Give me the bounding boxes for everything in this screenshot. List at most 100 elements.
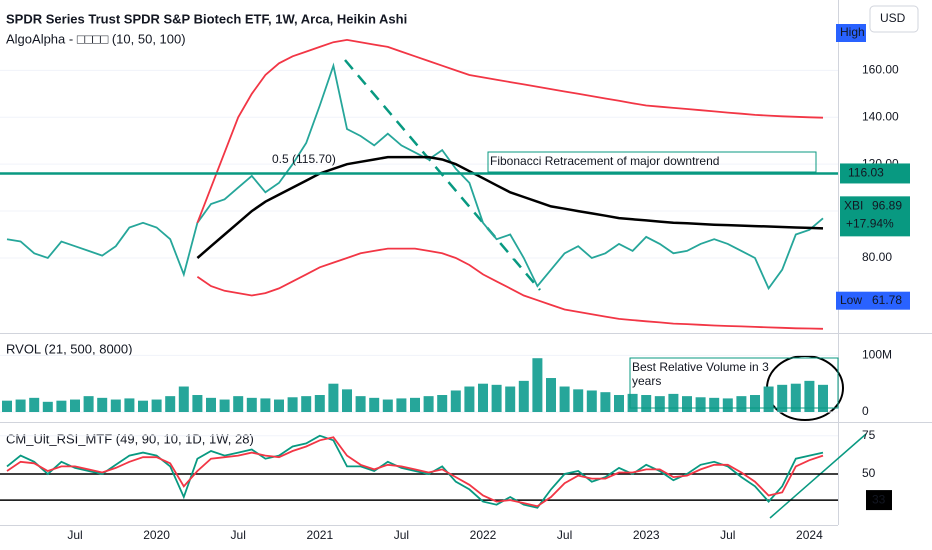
volume-bar	[301, 396, 312, 412]
volume-bar	[532, 358, 543, 412]
y-tick-label: 140.00	[862, 109, 899, 123]
volume-bar	[423, 396, 434, 412]
volume-bar	[505, 386, 516, 412]
volume-bar	[178, 386, 189, 412]
level-label: 116.03	[848, 166, 884, 180]
y-tick-label: 80.00	[862, 250, 892, 264]
volume-bar	[790, 383, 801, 412]
symbol-label: XBI	[844, 199, 863, 213]
y-tick-label: 100M	[862, 348, 892, 362]
volume-bar	[246, 397, 257, 412]
series-line	[6, 434, 824, 509]
volume-bar	[355, 396, 366, 412]
volume-bar	[369, 397, 380, 412]
volume-bar	[600, 392, 611, 412]
low-value: 61.78	[872, 293, 902, 307]
x-tick-label: 2023	[633, 528, 660, 542]
volume-bar	[518, 380, 529, 412]
fib-note: Fibonacci Retracement of major downtrend	[490, 154, 719, 168]
volume-bar	[654, 396, 665, 412]
volume-bar	[750, 395, 760, 412]
y-tick-label: 50	[862, 466, 876, 480]
volume-bar	[586, 390, 597, 412]
volume-bar	[219, 399, 230, 412]
chart-title: SPDR Series Trust SPDR S&P Biotech ETF, …	[6, 11, 407, 26]
volume-note-text: Best Relative Volume in 3 years	[632, 360, 769, 388]
series-line	[196, 38, 824, 224]
volume-bar	[274, 399, 284, 412]
last-price-box	[840, 196, 910, 237]
volume-bar	[260, 398, 271, 412]
volume-bar	[777, 384, 788, 412]
currency-button[interactable]	[869, 5, 919, 33]
series-line	[6, 62, 824, 291]
high-label: High	[840, 25, 865, 39]
x-tick-label: Jul	[231, 528, 246, 542]
y-tick-label: 75	[862, 428, 876, 442]
volume-bar	[206, 397, 216, 412]
volume-bar	[42, 401, 53, 412]
volume-bar	[491, 384, 502, 412]
volume-bar	[573, 389, 584, 412]
volume-bar	[151, 399, 162, 412]
volume-bar	[722, 398, 733, 412]
volume-bar	[804, 380, 815, 412]
volume-note-box	[629, 357, 839, 409]
volume-bar	[709, 397, 720, 412]
x-tick-label: Jul	[557, 528, 572, 542]
rsi-trendline	[769, 433, 867, 519]
volume-bar	[287, 397, 298, 412]
fib-box	[487, 151, 817, 173]
volume-bar	[614, 395, 624, 412]
series-line	[196, 155, 824, 259]
volume-bar	[2, 400, 12, 412]
volume-bar	[464, 386, 475, 412]
volume-bar	[165, 396, 176, 412]
indicator-title: AlgoAlpha - □□□□ (10, 50, 100)	[6, 31, 186, 46]
volume-title: RVOL (21, 500, 8000)	[6, 341, 132, 356]
currency-label: USD	[880, 11, 906, 25]
volume-bar	[29, 397, 40, 412]
volume-bar	[818, 384, 828, 412]
downtrend-line	[344, 59, 541, 291]
volume-bar	[641, 395, 652, 412]
x-tick-label: 2021	[306, 528, 333, 542]
fib-level-label: 0.5 (115.70)	[272, 152, 336, 166]
volume-bar	[682, 396, 692, 412]
volume-bar	[396, 398, 407, 412]
volume-bar	[382, 399, 393, 412]
change-label: +17.94%	[846, 217, 894, 231]
volume-bar	[559, 386, 570, 412]
y-tick-label: 160.00	[862, 63, 899, 77]
volume-bar	[736, 396, 747, 412]
level-label-box	[840, 163, 910, 184]
y-tick-label: 0	[862, 404, 869, 418]
volume-bar	[450, 390, 461, 412]
volume-bar	[314, 395, 325, 412]
low-label: Low	[840, 293, 862, 307]
series-line	[196, 247, 824, 330]
series-line	[6, 436, 824, 508]
volume-bar	[110, 399, 121, 412]
volume-bar	[97, 397, 108, 412]
volume-bar	[15, 399, 26, 412]
y-tick-label: 33	[872, 492, 886, 506]
volume-bar	[478, 383, 488, 412]
volume-bar	[410, 397, 420, 412]
volume-note: Best Relative Volume in 3 years	[632, 360, 769, 388]
volume-bar	[437, 395, 448, 412]
x-tick-label: Jul	[67, 528, 82, 542]
volume-bar	[138, 400, 148, 412]
x-tick-label: 2020	[143, 528, 170, 542]
volume-bar	[546, 378, 556, 412]
volume-bar	[763, 386, 774, 412]
volume-bar	[342, 389, 352, 412]
volume-bar	[56, 400, 67, 412]
volume-bar	[627, 393, 638, 412]
x-tick-label: Jul	[720, 528, 735, 542]
high-box	[836, 24, 866, 42]
volume-bar	[328, 383, 339, 412]
volume-bar	[124, 398, 135, 412]
